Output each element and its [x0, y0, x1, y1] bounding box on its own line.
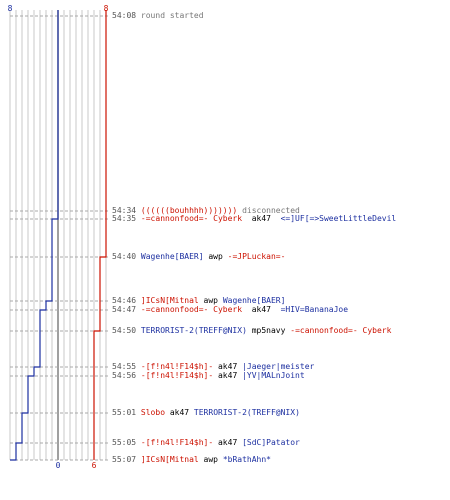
log-entry-text: |YV|MALnJoint	[242, 371, 305, 380]
log-entry-text: disconnected	[242, 206, 300, 215]
log-entry: 54:55 -[f!n4l!F14$h]- ak47 |Jaeger|meist…	[112, 362, 314, 371]
log-timestamp: 55:07	[112, 455, 137, 464]
log-entry-text: -[f!n4l!F14$h]-	[140, 438, 214, 447]
log-timestamp: 54:46	[112, 296, 137, 305]
log-timestamp: 54:47	[112, 305, 137, 314]
log-timestamp: 54:56	[112, 371, 137, 380]
log-entry-text: -=cannonfood=- Cyberk	[290, 326, 392, 335]
log-entry: 55:07 ]ICsN[Mitnal awp *bRathAhn*	[112, 455, 271, 464]
log-entry-text: ]ICsN[Mitnal	[140, 455, 199, 464]
log-entry-text: Wagenhe[BAER]	[222, 296, 286, 305]
log-entry-text: TERRORIST-2(TREFF@NIX)	[140, 326, 247, 335]
red-team-step-line	[93, 10, 107, 460]
log-entry-text: mp5navy	[246, 326, 291, 335]
log-entry: 54:34 ((((((bouhhhh))))))) disconnected	[112, 206, 300, 215]
log-timestamp: 55:01	[112, 408, 137, 417]
log-timestamp: 54:34	[112, 206, 137, 215]
log-entry: 54:08 round started	[112, 11, 204, 20]
log-entry: 54:47 -=cannonfood=- Cyberk ak47 =HIV=Ba…	[112, 305, 348, 314]
log-timestamp: 55:05	[112, 438, 137, 447]
log-timestamp: 54:50	[112, 326, 137, 335]
log-entry-text: ak47	[213, 438, 243, 447]
log-entry-text: awp	[203, 252, 228, 261]
log-entry-text: ]ICsN[Mitnal	[140, 296, 199, 305]
log-entry-text: ak47	[242, 305, 281, 314]
log-timestamp: 54:55	[112, 362, 137, 371]
log-entry: 54:46 ]ICsN[Mitnal awp Wagenhe[BAER]	[112, 296, 285, 305]
log-entry-text: -[f!n4l!F14$h]-	[140, 371, 214, 380]
red-start-count: 8	[104, 4, 109, 13]
log-entry-text: -=JPLuckan=-	[227, 252, 286, 261]
log-entry-text: -[f!n4l!F14$h]-	[140, 362, 214, 371]
log-entry: 54:56 -[f!n4l!F14$h]- ak47 |YV|MALnJoint	[112, 371, 305, 380]
log-timestamp: 54:35	[112, 214, 137, 223]
log-entry: 55:01 Slobo ak47 TERRORIST-2(TREFF@NIX)	[112, 408, 300, 417]
log-entry: 55:05 -[f!n4l!F14$h]- ak47 [SdC]Patator	[112, 438, 300, 447]
log-entry-text: awp	[198, 296, 223, 305]
log-entry-text: Slobo	[140, 408, 166, 417]
log-entry: 54:50 TERRORIST-2(TREFF@NIX) mp5navy -=c…	[112, 326, 391, 335]
log-entry-text: TERRORIST-2(TREFF@NIX)	[193, 408, 300, 417]
log-entry-text: -=cannonfood=- Cyberk	[140, 305, 243, 314]
log-entry-text: ak47	[165, 408, 194, 417]
blue-start-count: 8	[8, 4, 13, 13]
log-entry-text: ak47	[213, 362, 243, 371]
log-timestamp: 54:08	[112, 11, 137, 20]
log-entry-text: ak47	[242, 214, 281, 223]
log-entry-text: round started	[140, 11, 204, 20]
red-end-count: 6	[92, 461, 97, 470]
log-entry-text: |Jaeger|meister	[242, 362, 315, 371]
log-entry-text: <=]UF[=>SweetLittleDevil	[280, 214, 397, 223]
log-entry-text: [SdC]Patator	[242, 438, 300, 447]
log-entry: 54:35 -=cannonfood=- Cyberk ak47 <=]UF[=…	[112, 214, 396, 223]
log-entry-text: Wagenhe[BAER]	[140, 252, 204, 261]
log-entry-text: *bRathAhn*	[222, 455, 271, 464]
log-entry-text: ak47	[213, 371, 243, 380]
blue-team-step-line	[10, 10, 59, 461]
log-timestamp: 54:40	[112, 252, 137, 261]
log-entry-text: ((((((bouhhhh)))))))	[140, 206, 243, 215]
blue-end-count: 0	[56, 461, 61, 470]
log-entry-text: -=cannonfood=- Cyberk	[140, 214, 243, 223]
log-entry-text: awp	[198, 455, 223, 464]
log-entry: 54:40 Wagenhe[BAER] awp -=JPLuckan=-	[112, 252, 285, 261]
log-entry-text: =HIV=BananaJoe	[280, 305, 349, 314]
